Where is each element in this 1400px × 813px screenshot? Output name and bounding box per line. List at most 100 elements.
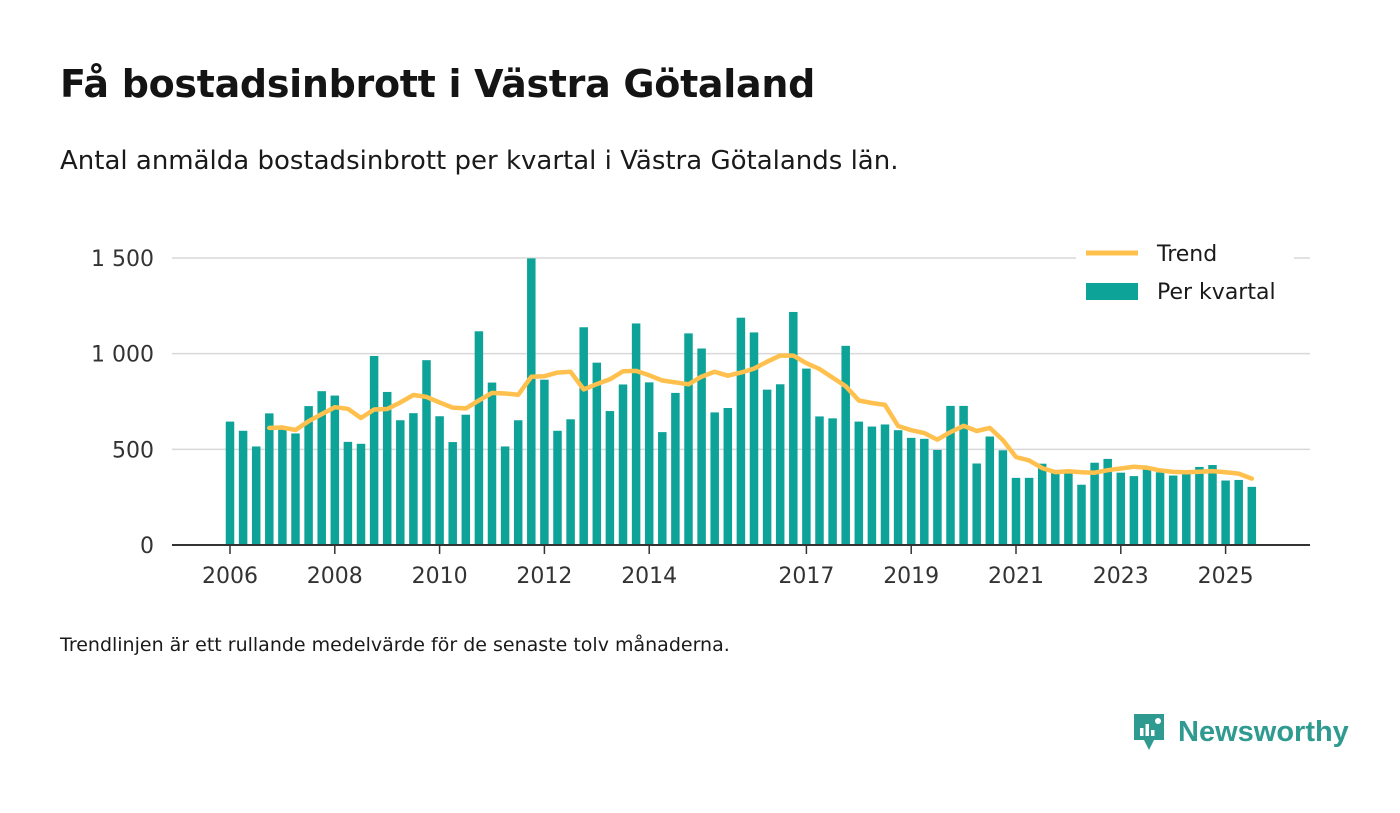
bar — [500, 446, 510, 545]
bar — [225, 421, 235, 545]
bar — [265, 413, 274, 545]
bar — [369, 355, 379, 545]
x-tick-label: 2014 — [621, 564, 677, 589]
bar — [736, 317, 746, 545]
bar — [448, 442, 457, 545]
bar — [775, 384, 785, 545]
bar — [474, 331, 484, 545]
bar — [959, 405, 968, 545]
bar — [933, 449, 942, 545]
bar — [396, 420, 405, 545]
bar — [946, 405, 955, 545]
bar — [815, 416, 824, 545]
bar — [435, 416, 444, 545]
chart-subtitle: Antal anmälda bostadsinbrott per kvartal… — [60, 146, 899, 176]
x-tick-label: 2021 — [988, 564, 1044, 589]
bar — [789, 311, 798, 545]
footnote: Trendlinjen är ett rullande medelvärde f… — [60, 634, 730, 656]
legend-trend-label: Trend — [1156, 242, 1217, 267]
bar — [841, 345, 850, 545]
legend-bars-label: Per kvartal — [1157, 280, 1276, 305]
bar — [1182, 472, 1191, 545]
bar — [356, 443, 366, 545]
x-tick-label: 2023 — [1093, 564, 1149, 589]
bar — [527, 258, 536, 545]
bar — [1247, 486, 1257, 545]
brand-name: Newsworthy — [1178, 715, 1349, 748]
brand-logo: Newsworthy — [1132, 712, 1349, 752]
y-tick-label: 0 — [140, 534, 154, 559]
bar — [487, 382, 497, 545]
bar — [1195, 466, 1204, 545]
bar — [605, 411, 615, 545]
y-tick-label: 1 000 — [91, 343, 154, 368]
x-tick-label: 2010 — [412, 564, 468, 589]
bar — [1103, 458, 1112, 545]
bar-series — [225, 258, 1257, 545]
bar — [461, 414, 471, 545]
bar — [422, 360, 431, 545]
bar — [906, 437, 916, 545]
x-tick-label: 2012 — [516, 564, 572, 589]
chart-title: Få bostadsinbrott i Västra Götaland — [60, 62, 815, 106]
bar — [998, 450, 1008, 545]
newsworthy-icon — [1134, 714, 1164, 750]
bar — [1155, 472, 1165, 545]
bar — [513, 420, 523, 545]
bar — [880, 424, 890, 545]
bar — [291, 433, 300, 545]
bar — [1064, 471, 1073, 545]
bar — [658, 432, 667, 545]
bar — [644, 382, 654, 545]
bar — [802, 368, 811, 545]
trend-series — [267, 353, 1255, 481]
bar — [382, 391, 392, 545]
legend: Trend Per kvartal — [1076, 236, 1294, 312]
bar — [1234, 479, 1243, 545]
bar — [749, 332, 759, 545]
bar — [1129, 476, 1139, 545]
bar — [671, 392, 680, 545]
bar — [920, 438, 929, 545]
y-tick-label: 1 500 — [91, 247, 154, 272]
bar — [854, 421, 864, 545]
bar — [330, 395, 340, 545]
y-tick-label: 500 — [112, 438, 154, 463]
bar — [1142, 467, 1152, 545]
bar — [710, 412, 719, 545]
bar — [343, 441, 353, 545]
bar — [540, 379, 549, 545]
bar — [1077, 484, 1086, 545]
x-axis: 2006 2008 2010 2012 2014 2017 2019 2021 2023 2025 — [172, 544, 1310, 589]
bar — [1090, 462, 1099, 545]
x-tick-label: 2025 — [1198, 564, 1254, 589]
bar — [1168, 475, 1178, 545]
bar — [828, 418, 837, 545]
bar — [317, 391, 326, 545]
bar — [1024, 477, 1034, 545]
bar — [1051, 470, 1060, 545]
bar — [409, 413, 418, 545]
bar — [304, 406, 313, 545]
bar — [684, 333, 693, 545]
x-tick-label: 2019 — [883, 564, 939, 589]
bar — [1221, 480, 1230, 545]
legend-bars-swatch — [1086, 283, 1138, 300]
bar — [697, 348, 706, 545]
bar — [972, 463, 981, 545]
trend-line — [267, 353, 1255, 481]
bar — [1116, 472, 1126, 545]
bar — [566, 419, 575, 545]
bar — [553, 430, 562, 545]
x-tick-label: 2008 — [307, 564, 363, 589]
bar — [723, 408, 733, 545]
bar — [1208, 465, 1217, 545]
bar — [1037, 463, 1047, 545]
bar — [238, 430, 248, 545]
bar — [278, 426, 287, 545]
bar — [867, 426, 877, 545]
bar — [251, 446, 261, 545]
bar — [618, 384, 628, 545]
bar — [893, 430, 903, 545]
bar — [592, 362, 602, 545]
